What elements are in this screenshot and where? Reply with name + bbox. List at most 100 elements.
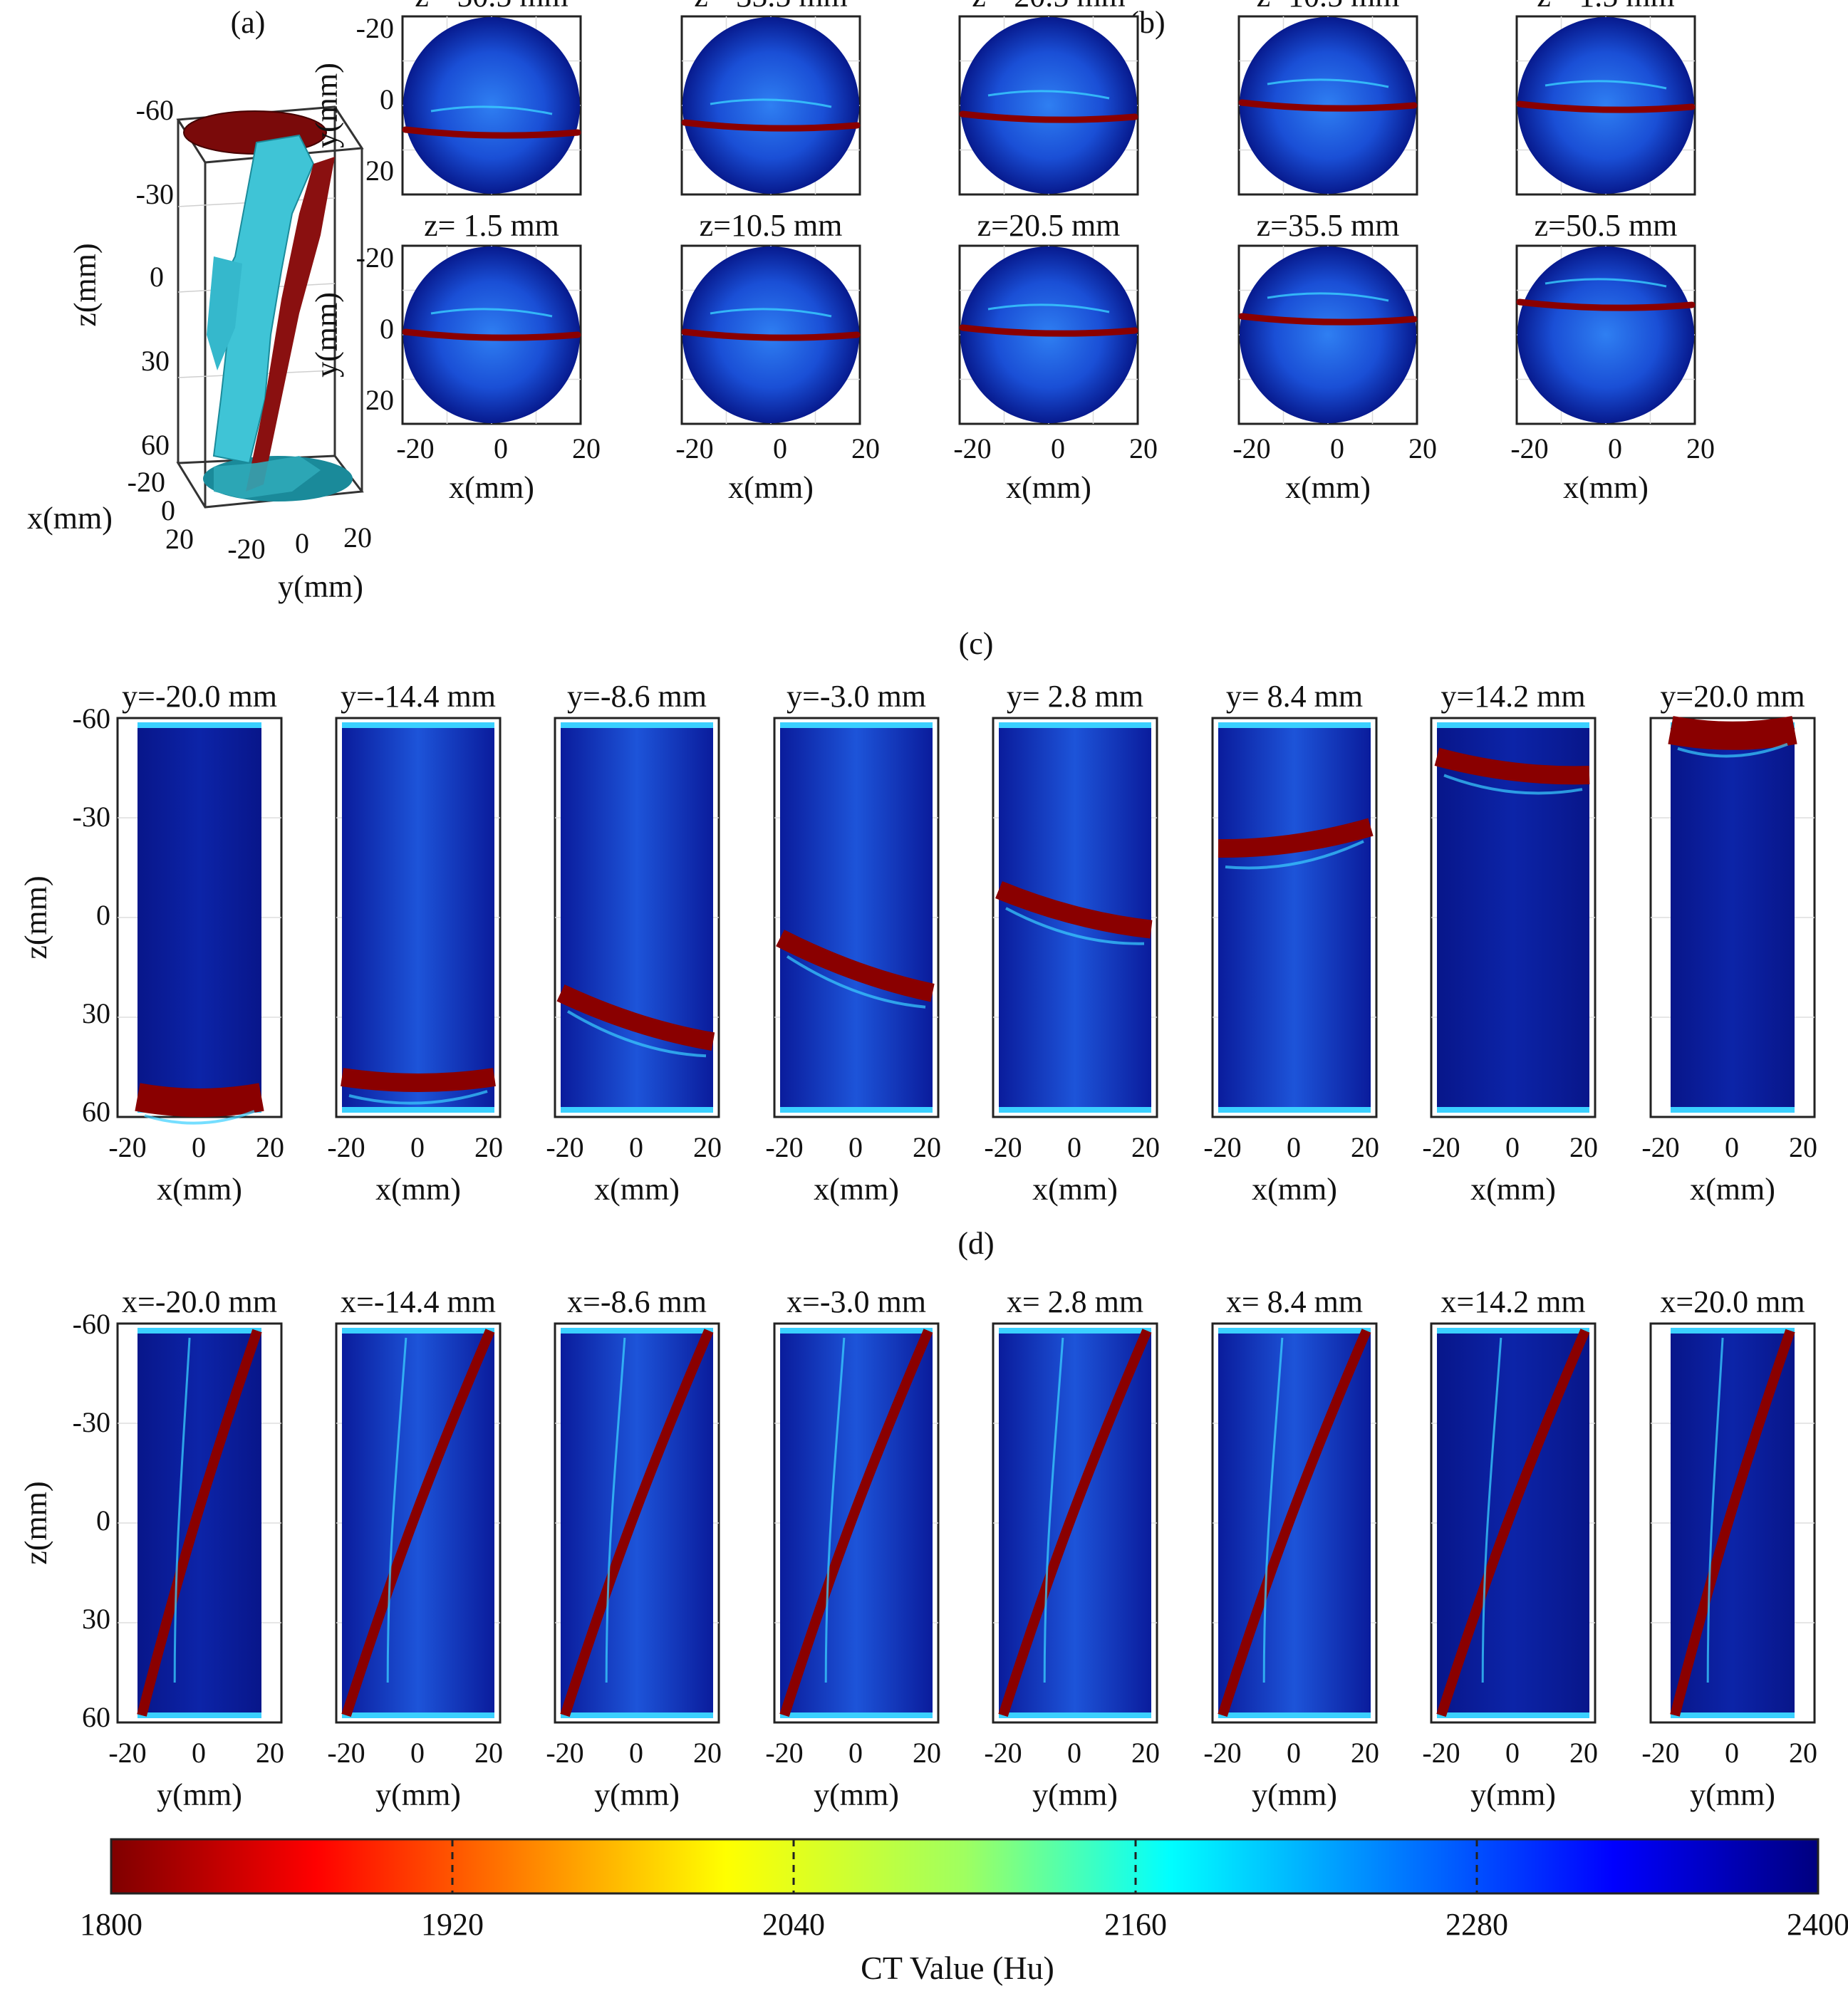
panel-d-x-tick: 20 [474, 1737, 503, 1769]
panel-b-slice-title: z=-20.5 mm [972, 0, 1125, 14]
panel-b-y-tick: 0 [380, 313, 394, 345]
panel-c-bottom-cap [561, 1107, 713, 1113]
panel-d-bottom-cap [342, 1712, 494, 1718]
panel-c-slice-title: y=20.0 mm [1660, 679, 1805, 714]
panel-b-disc [960, 17, 1137, 194]
panel-c-slice: y=-20.0 mm -20 0 20 x(mm) -60 -30 0 30 60 z(mm) [19, 679, 284, 1207]
panel-b-slice: z=20.5 mm -20 0 20 x(mm) [953, 208, 1158, 505]
panel-b-fracture [1516, 298, 1696, 311]
panel-d-x-label: y(mm) [1470, 1777, 1556, 1812]
colorbar-tick-2280: 2280 [1445, 1907, 1508, 1942]
panel-b-x-tick: 20 [572, 432, 601, 464]
panel-a-fracture-lobe [207, 256, 242, 370]
panel-b-y-tick: -20 [356, 241, 394, 274]
panel-c-slice: y= 2.8 mm -20 0 20 x(mm) [984, 679, 1160, 1207]
panel-b-fracture [681, 328, 861, 341]
panel-b-fracture [1238, 99, 1418, 112]
panel-b-fracture [1238, 313, 1418, 326]
panel-d-x-label: y(mm) [594, 1777, 680, 1812]
panel-b-axial-slices: z=-50.5 mm -20 0 20 y(mm) z=-35.5 mm z=-20.5 m… [309, 0, 1715, 505]
panel-d-slice-title: x=-20.0 mm [122, 1284, 277, 1319]
panel-c-specimen [561, 722, 713, 1113]
panel-d-fracture [560, 1329, 714, 1717]
panel-d-crack-highlight [173, 1337, 191, 1683]
panel-d-bottom-cap [561, 1712, 713, 1718]
panel-a-z-tick-5: 60 [141, 429, 170, 461]
panel-b-x-tick: 0 [1608, 432, 1622, 464]
panel-b-x-tick: 0 [1051, 432, 1065, 464]
panel-d-slice-title: x= 2.8 mm [1007, 1284, 1143, 1319]
panel-c-x-tick: 20 [693, 1131, 722, 1163]
panel-b-x-tick: 0 [494, 432, 508, 464]
panel-d-x-tick: 20 [913, 1737, 941, 1769]
panel-b-x-tick: -20 [953, 432, 991, 464]
panel-b-crack-highlight [987, 90, 1110, 100]
panel-c-top-cap [1218, 722, 1371, 728]
panel-c-fracture [1218, 818, 1374, 858]
panel-c-slice-title: y=-14.4 mm [341, 679, 496, 714]
panel-c-x-tick: -20 [1203, 1131, 1241, 1163]
panel-c-crack-highlight [1443, 774, 1583, 795]
panel-label-d: (d) [957, 1226, 994, 1261]
panel-c-x-tick: 20 [256, 1131, 284, 1163]
panel-d-slice: x=20.0 mm -20 0 20 y(mm) [1641, 1284, 1817, 1812]
panel-b-slice-title: z=10.5 mm [1257, 0, 1400, 14]
panel-b-fracture [402, 328, 581, 341]
panel-b-fracture [959, 324, 1138, 337]
panel-d-x-tick: 0 [848, 1737, 863, 1769]
panel-c-x-label: x(mm) [1690, 1172, 1775, 1207]
panel-c-top-cap [1437, 722, 1589, 728]
panel-c-fracture [1434, 747, 1590, 785]
panel-d-crack-highlight [1481, 1337, 1502, 1683]
panel-a-bounding-box [176, 105, 364, 509]
panel-c-specimen [342, 722, 494, 1113]
panel-c-slice-title: y=-3.0 mm [787, 679, 926, 714]
panel-a-x-tick-1: -20 [128, 466, 165, 498]
panel-c-x-tick: 0 [1067, 1131, 1081, 1163]
panel-c-x-tick: 20 [913, 1131, 941, 1163]
panel-label-c: (c) [959, 626, 994, 661]
panel-c-top-cap [999, 722, 1151, 728]
panel-b-slice: z=50.5 mm -20 0 20 x(mm) [1510, 208, 1715, 505]
panel-c-bottom-cap [1437, 1107, 1589, 1113]
panel-d-bottom-cap [137, 1712, 261, 1718]
panel-b-x-label: x(mm) [1285, 470, 1371, 505]
panel-b-slice: z=35.5 mm -20 0 20 x(mm) [1232, 208, 1437, 505]
panel-b-crack-highlight [430, 105, 553, 115]
panel-b-slice-title: z=50.5 mm [1535, 208, 1678, 243]
panel-c-x-tick: -20 [327, 1131, 365, 1163]
colorbar-dividers [451, 1839, 1478, 1893]
panel-c-x-label: x(mm) [1032, 1172, 1118, 1207]
panel-c-x-tick: 0 [410, 1131, 425, 1163]
panel-a-y-tick-3: 20 [343, 521, 372, 553]
panel-b-disc [1517, 17, 1694, 194]
panel-c-x-tick: -20 [1422, 1131, 1460, 1163]
panel-c-specimen [137, 722, 261, 1113]
panel-b-y-label: y(mm) [309, 292, 344, 378]
panel-d-fracture [1436, 1329, 1590, 1717]
panel-b-crack-highlight [987, 303, 1110, 313]
panel-d-x-slices: x=-20.0 mm-20 0 20y(mm)-60-3003060z(mm)x=-… [19, 1284, 1817, 1812]
panel-c-bottom-cap [342, 1107, 494, 1113]
panel-c-x-tick: -20 [546, 1131, 583, 1163]
panel-d-x-tick: 0 [1067, 1737, 1081, 1769]
panel-b-slice: z= 1.5 mm -20 0 20 y(mm) -20 0 20 x(mm) [309, 208, 601, 505]
panel-c-x-label: x(mm) [157, 1172, 242, 1207]
panel-d-fracture [998, 1329, 1152, 1717]
panel-b-crack-highlight [1545, 80, 1667, 90]
panel-d-slice: x=14.2 mm -20 0 20 y(mm) [1422, 1284, 1598, 1812]
panel-b-x-label: x(mm) [1006, 470, 1091, 505]
panel-c-crack-highlight [566, 1010, 707, 1058]
panel-d-z-tick: -60 [73, 1308, 110, 1340]
panel-b-crack-highlight [1545, 278, 1667, 288]
panel-d-x-label: y(mm) [1690, 1777, 1775, 1812]
panel-b-x-tick: 20 [1686, 432, 1715, 464]
panel-a-z-tick-2: -30 [136, 178, 174, 210]
panel-d-x-label: y(mm) [814, 1777, 899, 1812]
panel-a-z-tick-1: -60 [136, 94, 174, 126]
panel-c-bottom-cap [1218, 1107, 1371, 1113]
panel-b-slice: z=-20.5 mm [958, 0, 1139, 196]
panel-c-y-slices: y=-20.0 mm-20 0 20x(mm)-60-3003060z(mm)y=-… [19, 679, 1817, 1207]
panel-c-x-label: x(mm) [814, 1172, 899, 1207]
colorbar-ticks: 1800 1920 2040 2160 2280 2400 [80, 1907, 1848, 1942]
